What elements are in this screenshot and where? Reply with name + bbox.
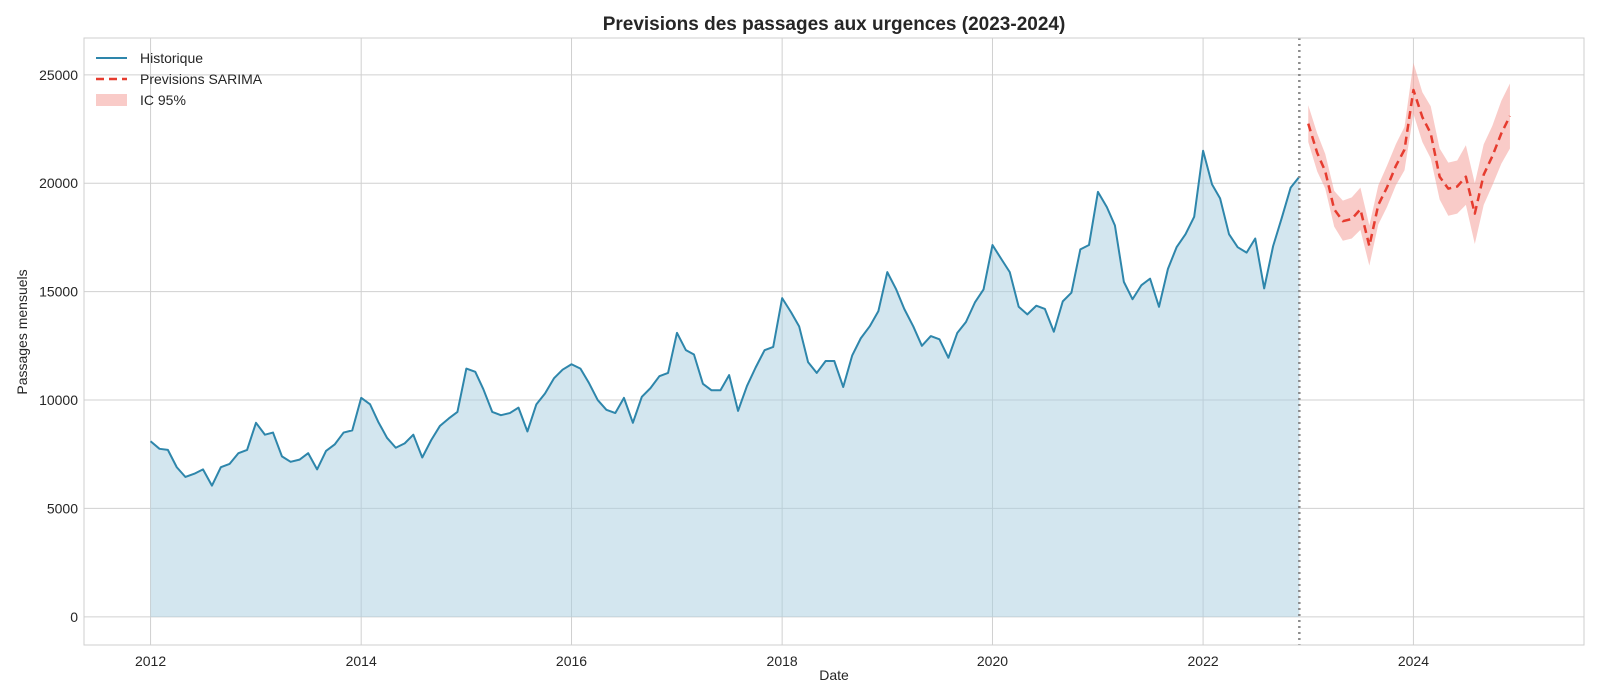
legend-label: Historique [140,50,203,66]
x-tick-label: 2012 [135,653,166,669]
y-tick-label: 25000 [39,67,78,83]
plot-frame [83,37,1585,646]
y-tick-label: 5000 [47,500,78,516]
y-axis-label: Passages mensuels [14,269,30,394]
legend-ic-swatch [96,94,127,106]
x-tick-label: 2024 [1398,653,1429,669]
y-tick-label: 0 [70,609,78,625]
chart-title: Previsions des passages aux urgences (20… [603,14,1066,35]
x-tick-label: 2022 [1188,653,1219,669]
x-axis-label: Date [819,667,849,683]
x-tick-label: 2014 [346,653,377,669]
y-tick-label: 20000 [39,175,78,191]
legend-label: IC 95% [140,92,186,108]
y-tick-label: 15000 [39,284,78,300]
x-tick-label: 2018 [767,653,798,669]
tick-labels: 2012 2014 2016 2018 2020 2022 2024 0 5000 10000 15… [39,67,1429,669]
historique-line [149,149,1301,487]
x-tick-label: 2016 [556,653,587,669]
data-layer [149,38,1512,645]
legend: Historique Previsions SARIMA IC 95% [96,50,263,108]
y-tick-label: 10000 [39,392,78,408]
legend-label: Previsions SARIMA [140,71,263,87]
x-tick-label: 2020 [977,653,1008,669]
ic-95-band [1308,62,1510,266]
previsions-line [1307,88,1512,248]
